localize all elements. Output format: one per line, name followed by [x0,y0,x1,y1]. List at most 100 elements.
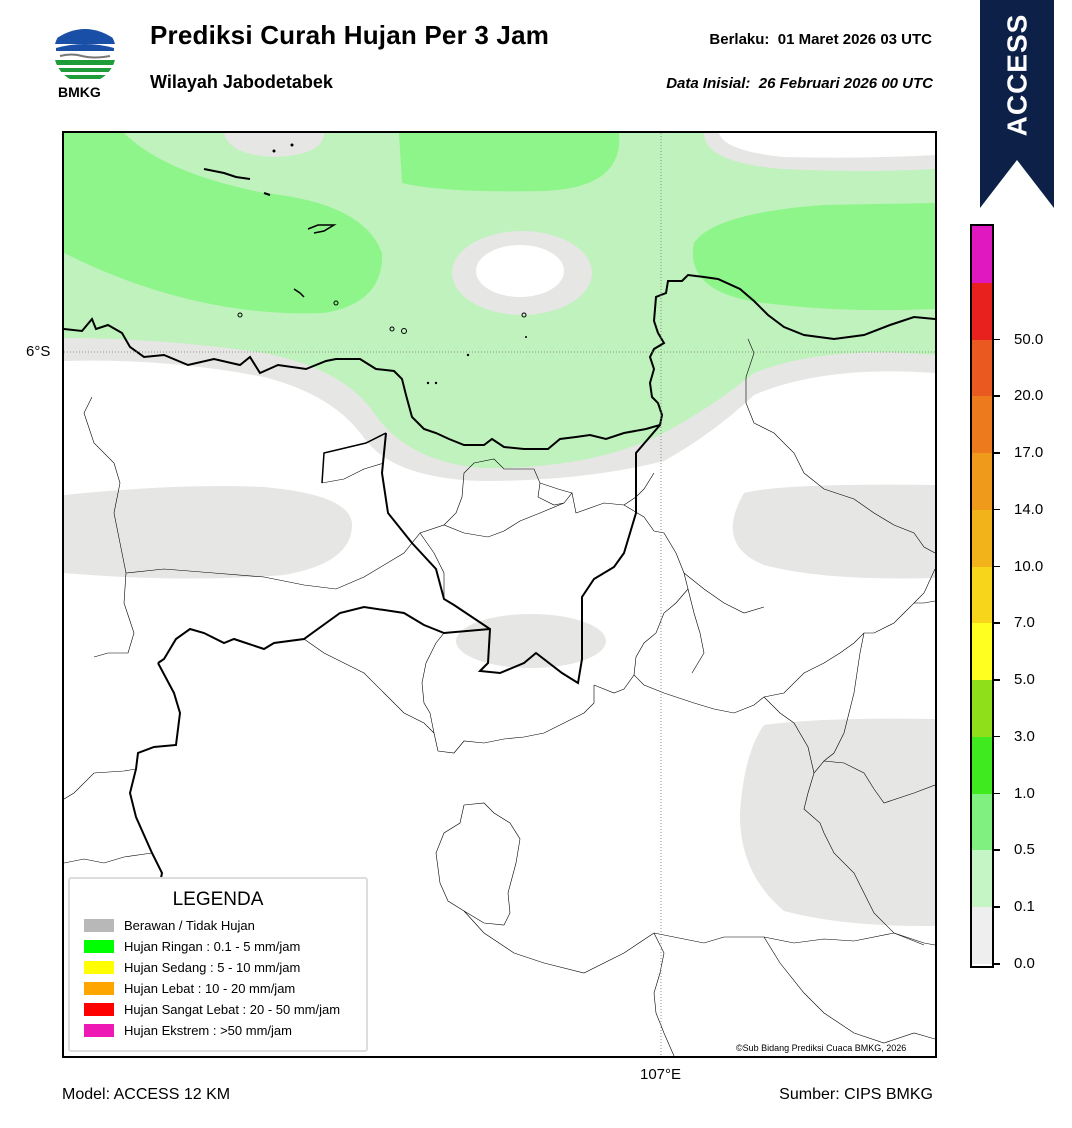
model-banner-text: ACCESS [980,0,1054,150]
island [203,168,251,180]
colorbar-tick [992,395,1000,397]
colorbar-segment [972,850,992,908]
colorbar-label: 0.1 [1014,898,1035,916]
colorbar-segment [972,396,992,454]
island [525,336,527,338]
legend-swatch [84,1023,114,1037]
rain-zone-0-5-nw [64,133,383,314]
colorbar-segment [972,282,992,340]
island [290,143,294,147]
colorbar [970,224,994,968]
colorbar-label: 5.0 [1014,671,1035,689]
colorbar-label: 20.0 [1014,387,1044,405]
no-rain-zone-west [64,486,352,579]
no-rain-zone-southeast [739,718,935,927]
colorbar-tick [992,622,1000,624]
legend-item: Berawan / Tidak Hujan [84,917,255,933]
colorbar-segment [972,509,992,567]
colorbar-tick [992,679,1000,681]
legend-label: Hujan Sangat Lebat : 20 - 50 mm/jam [124,1001,341,1017]
legend-title: LEGENDA [172,889,264,910]
colorbar-label: 10.0 [1014,557,1044,575]
legend-label: Hujan Sedang : 5 - 10 mm/jam [124,959,301,975]
colorbar-segment [972,736,992,794]
model-banner [980,0,1054,208]
no-rain-zone-top-right-inner [719,133,935,158]
banner-label: ACCESS [1001,13,1033,137]
legend-label: Hujan Ekstrem : >50 mm/jam [124,1022,292,1038]
regency-borders [64,338,935,1056]
colorbar-segment [972,226,992,283]
latitude-label: 6°S [26,343,51,360]
legend: LEGENDA Berawan / Tidak Hujan Hujan Ring… [68,877,368,1052]
island [293,288,305,298]
colorbar-tick [992,906,1000,908]
colorbar-segment [972,793,992,851]
rain-zone-0-5-ne [692,203,935,311]
colorbar-tick [992,963,1000,965]
colorbar-label: 1.0 [1014,784,1035,802]
colorbar-label: 0.0 [1014,955,1035,972]
rainfall-map [64,133,935,1056]
colorbar-segment [972,907,992,964]
init-time: Data Inisial: 26 Februari 2026 00 UTC [666,75,933,92]
colorbar-segment [972,680,992,737]
island [307,224,337,234]
island [389,326,395,332]
map-subtitle: Wilayah Jabodetabek [150,72,333,92]
island [263,192,271,196]
legend-item: Hujan Ekstrem : >50 mm/jam [84,1022,292,1038]
no-rain-band-north [64,338,935,481]
rain-zone-0-5-north [399,133,620,192]
colorbar-segment [972,453,992,510]
bmkg-logo [54,21,116,83]
colorbar-label: 50.0 [1014,330,1044,348]
legend-swatch [84,918,114,932]
island [426,381,430,385]
legend-item: Hujan Sedang : 5 - 10 mm/jam [84,959,300,975]
coastline [64,273,935,450]
legend-swatch [84,960,114,974]
island [466,353,470,357]
legend-label: Berawan / Tidak Hujan [124,917,255,933]
no-rain-zone-top-left [224,133,324,157]
map-area [62,131,937,1058]
logo-text: BMKG [58,84,101,100]
colorbar-tick [992,849,1000,851]
copyright-text: ©Sub Bidang Prediksi Cuaca BMKG, 2026 [736,1043,907,1053]
no-rain-zone-central [456,614,606,668]
island [272,149,276,153]
longitude-label: 107°E [640,1066,682,1083]
province-border [380,424,661,685]
colorbar-label: 0.5 [1014,841,1035,859]
legend-swatch [84,1002,114,1016]
no-rain-zone-east [732,484,935,579]
island [521,312,527,318]
legend-swatch [84,981,114,995]
source-info: Sumber: CIPS BMKG [779,1086,933,1103]
island [237,312,243,318]
colorbar-tick [992,452,1000,454]
colorbar-segment [972,339,992,397]
colorbar-label: 17.0 [1014,444,1044,462]
colorbar-tick [992,565,1000,568]
legend-item: Hujan Lebat : 10 - 20 mm/jam [84,980,295,996]
colorbar-label: 7.0 [1014,614,1035,632]
map-title: Prediksi Curah Hujan Per 3 Jam [150,20,550,50]
legend-label: Hujan Ringan : 0.1 - 5 mm/jam [124,938,301,954]
valid-time: Berlaku: 01 Maret 2026 03 UTC [709,31,932,48]
colorbar-label: 3.0 [1014,727,1035,745]
island [401,328,407,334]
colorbar-segment [972,566,992,624]
province-border [157,605,491,664]
colorbar-tick [992,508,1000,511]
legend-item: Hujan Ringan : 0.1 - 5 mm/jam [84,938,300,954]
island [333,300,339,306]
legend-swatch [84,939,114,953]
no-rain-hole [476,245,564,297]
province-border [321,432,387,484]
legend-item: Hujan Sangat Lebat : 20 - 50 mm/jam [84,1001,340,1017]
colorbar-label: 14.0 [1014,500,1044,518]
model-info: Model: ACCESS 12 KM [62,1086,231,1103]
island [434,381,438,385]
